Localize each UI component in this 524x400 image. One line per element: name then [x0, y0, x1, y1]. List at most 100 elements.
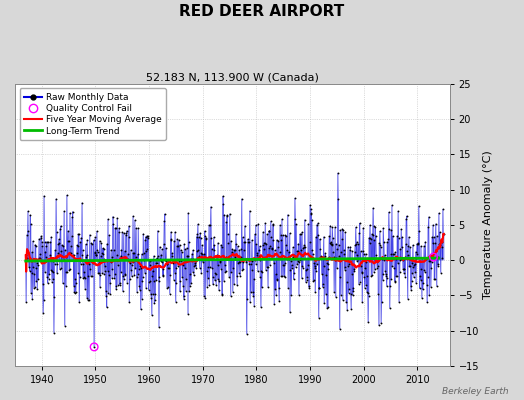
Point [43, 280, 52, 286]
Point [95, 260, 103, 266]
Point [243, 296, 251, 302]
Point [212, 282, 221, 288]
Point [247, 258, 256, 264]
Point [235, 270, 243, 276]
Point [309, 251, 317, 258]
Point [57, 265, 66, 272]
Point [42, 254, 50, 260]
Point [202, 236, 210, 242]
Point [319, 234, 328, 240]
Point [96, 252, 105, 259]
Point [419, 266, 428, 273]
Point [378, 277, 387, 283]
Point [28, 296, 37, 302]
Point [60, 208, 68, 214]
Point [379, 271, 387, 277]
Point [81, 286, 90, 292]
Point [322, 291, 330, 297]
Point [360, 274, 368, 281]
Point [377, 320, 385, 326]
Point [255, 243, 264, 249]
Point [299, 264, 307, 271]
Point [185, 271, 194, 277]
Point [376, 242, 385, 249]
Point [231, 256, 239, 262]
Point [110, 247, 118, 253]
Point [412, 280, 420, 286]
Point [127, 267, 135, 273]
Point [406, 244, 414, 250]
Point [369, 223, 378, 229]
Point [368, 232, 377, 238]
Point [106, 291, 114, 298]
Point [209, 274, 217, 280]
Point [288, 254, 297, 261]
Point [404, 242, 412, 249]
Point [184, 310, 192, 317]
Point [181, 246, 190, 253]
Point [48, 268, 57, 275]
Point [308, 247, 316, 253]
Point [185, 288, 193, 294]
Point [174, 237, 183, 243]
Point [383, 274, 391, 281]
Point [425, 255, 434, 262]
Point [372, 233, 380, 240]
Point [328, 224, 336, 231]
Point [31, 243, 40, 249]
Point [85, 297, 93, 304]
Point [132, 254, 140, 260]
Point [306, 202, 314, 208]
Point [301, 216, 309, 223]
Point [394, 260, 402, 267]
Point [31, 241, 39, 248]
Point [54, 241, 62, 247]
Point [429, 240, 437, 246]
Point [184, 210, 193, 216]
Point [374, 263, 382, 269]
Point [29, 238, 37, 244]
Point [208, 245, 216, 252]
Point [370, 237, 379, 243]
Point [334, 196, 343, 203]
Point [173, 262, 182, 269]
Point [276, 222, 285, 229]
Point [100, 271, 108, 277]
Point [213, 252, 221, 259]
Point [201, 233, 209, 240]
Point [262, 240, 270, 247]
Point [118, 288, 127, 294]
Point [46, 252, 54, 258]
Point [319, 281, 328, 287]
Point [215, 259, 224, 266]
Point [118, 229, 126, 236]
Point [92, 252, 100, 258]
Point [312, 234, 320, 240]
Point [70, 252, 78, 258]
Point [260, 255, 268, 262]
Point [227, 238, 235, 244]
Point [266, 243, 275, 250]
Point [59, 280, 67, 287]
Point [431, 276, 439, 282]
Point [80, 274, 88, 280]
Point [290, 252, 299, 258]
Point [285, 256, 293, 262]
Point [396, 246, 405, 252]
Point [190, 263, 199, 270]
Point [144, 235, 152, 241]
Point [191, 258, 200, 264]
Point [417, 277, 425, 283]
Point [346, 247, 354, 253]
Point [313, 221, 321, 228]
Point [246, 261, 255, 267]
Point [245, 239, 253, 246]
Point [367, 236, 375, 242]
Point [225, 274, 233, 280]
Point [39, 297, 48, 304]
Point [280, 273, 289, 280]
Point [155, 324, 163, 330]
Point [349, 284, 357, 291]
Point [393, 233, 401, 239]
Point [94, 270, 102, 276]
